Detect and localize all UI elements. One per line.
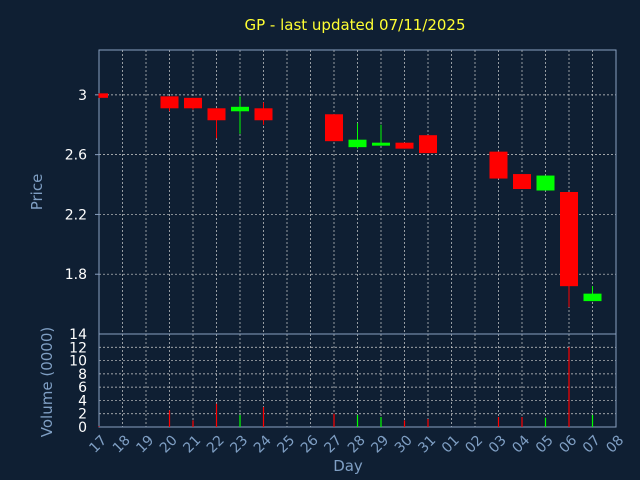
price-tick-label: 1.8 (65, 267, 87, 283)
x-tick-label: 26 (298, 432, 322, 456)
candle-body (419, 135, 437, 154)
candle-body (160, 96, 179, 109)
candle-body (325, 114, 343, 142)
chart-title: GP - last updated 07/11/2025 (244, 16, 465, 34)
x-ticks: 17 18 19 20 21 22 23 24 25 26 27 28 29 30 31 01 02 03 04 05… (86, 432, 627, 456)
volume-tick-label: 10 (69, 354, 87, 370)
x-tick-label: 05 (533, 433, 557, 457)
x-tick-label: 19 (133, 433, 157, 457)
price-tick-label: 2.6 (65, 148, 87, 164)
x-tick-label: 29 (368, 433, 392, 457)
x-tick-label: 02 (462, 433, 486, 457)
x-tick-label: 21 (180, 433, 204, 457)
volume-tick-label: 2 (78, 407, 87, 423)
volume-tick-label: 6 (78, 380, 87, 396)
price-grid (98, 50, 617, 334)
candle-body (207, 108, 226, 121)
x-tick-label: 24 (251, 432, 275, 456)
x-tick-label: 22 (204, 433, 228, 457)
x-tick-label: 25 (274, 433, 298, 457)
volume-tick-label: 8 (78, 367, 87, 383)
candle-body (513, 174, 531, 190)
volume-axis-label: Volume (0000) (38, 327, 56, 437)
x-tick-label: 31 (415, 433, 439, 457)
x-tick-label: 30 (392, 433, 416, 457)
x-tick-label: 27 (321, 433, 345, 457)
x-tick-label: 17 (86, 433, 110, 457)
candles (98, 93, 602, 308)
x-tick-label: 06 (556, 432, 580, 456)
volume-tick-label: 14 (69, 327, 87, 343)
volume-tick-label: 4 (78, 393, 87, 409)
x-tick-label: 03 (486, 433, 510, 457)
candle-body (489, 151, 508, 179)
x-tick-label: 04 (509, 432, 533, 456)
x-tick-label: 18 (110, 433, 134, 457)
x-tick-label: 01 (439, 433, 463, 457)
x-tick-label: 20 (157, 433, 181, 457)
x-tick-label: 08 (603, 433, 627, 457)
x-tick-label: 07 (580, 433, 604, 457)
price-tick-label: 3 (78, 88, 87, 104)
volume-tick-label: 12 (69, 340, 87, 356)
candle-body (372, 142, 390, 146)
price-axis-label: Price (28, 174, 46, 211)
x-axis-label: Day (333, 457, 363, 475)
volume-grid (98, 333, 617, 428)
candle-body (99, 93, 108, 98)
volume-bars (98, 347, 594, 427)
candle-body (395, 142, 414, 149)
x-tick-label: 23 (227, 433, 251, 457)
candle-body (560, 192, 578, 287)
candle-body (184, 97, 202, 109)
candle-body (583, 293, 602, 302)
candle-body (254, 108, 273, 121)
price-tick-label: 2.2 (65, 207, 87, 223)
volume-tick-label: 0 (78, 420, 87, 436)
candle-body (536, 175, 555, 191)
price-y-ticks: 1.8 2.2 2.6 3 (65, 88, 99, 283)
x-tick-label: 28 (345, 433, 369, 457)
candle-body (231, 106, 249, 112)
candle-body (348, 139, 367, 148)
